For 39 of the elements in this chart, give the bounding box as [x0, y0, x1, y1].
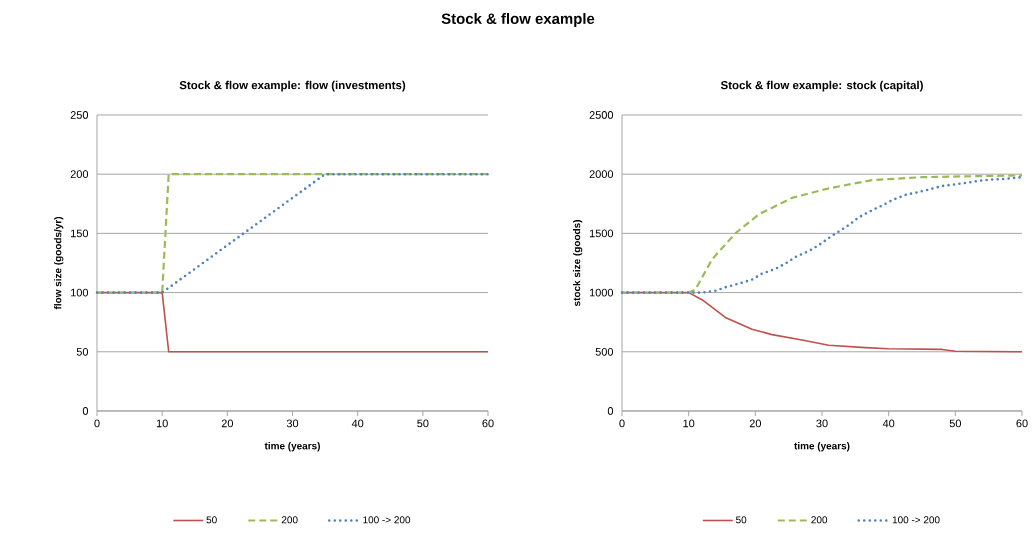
y-tick-label: 1500: [589, 229, 614, 238]
y-tick-label: 200: [70, 170, 89, 179]
y-tick-label: 250: [70, 111, 89, 119]
y-tick-label: 0: [607, 407, 614, 415]
x-tick-label: 60: [482, 419, 494, 428]
legend-label: 100 -> 200: [363, 516, 411, 524]
legend-label: 200: [281, 516, 298, 524]
x-tick-label: 50: [417, 419, 429, 428]
y-tick-label: 0: [82, 407, 89, 415]
x-tick-label: 30: [286, 419, 299, 428]
text: Stock & flow example: [441, 13, 595, 27]
x-axis-title: time (years): [264, 442, 320, 452]
x-axis-title: time (years): [794, 442, 850, 452]
x-tick-label: 60: [1016, 419, 1028, 428]
x-tick-label: 0: [619, 419, 625, 428]
y-tick-label: 100: [71, 288, 89, 297]
y-axis-title: flow size (goods/yr): [54, 216, 64, 310]
legend-label: 50: [736, 516, 747, 524]
x-tick-label: 40: [351, 419, 364, 428]
legend-label: 50: [206, 516, 217, 524]
x-tick-label: 40: [882, 419, 895, 428]
legend-label: 100 -> 200: [892, 516, 940, 524]
y-tick-label: 50: [76, 347, 89, 356]
x-tick-label: 10: [683, 419, 695, 428]
x-tick-label: 30: [816, 419, 828, 428]
y-axis-title: stock size (goods): [572, 220, 583, 307]
x-tick-label: 20: [749, 419, 761, 428]
x-tick-label: 20: [221, 419, 233, 428]
y-tick-label: 2000: [589, 170, 614, 179]
x-tick-label: 0: [94, 419, 100, 428]
y-tick-label: 1000: [589, 288, 614, 297]
x-tick-label: 10: [156, 419, 168, 428]
chart-title: Stock & flow example: flow (investments): [179, 80, 406, 92]
y-tick-label: 2500: [589, 111, 614, 119]
y-tick-label: 500: [595, 347, 614, 356]
x-tick-label: 50: [949, 419, 961, 428]
chart-title: Stock & flow example: stock (capital): [720, 80, 923, 92]
legend-label: 200: [811, 516, 828, 524]
y-tick-label: 150: [71, 229, 89, 238]
